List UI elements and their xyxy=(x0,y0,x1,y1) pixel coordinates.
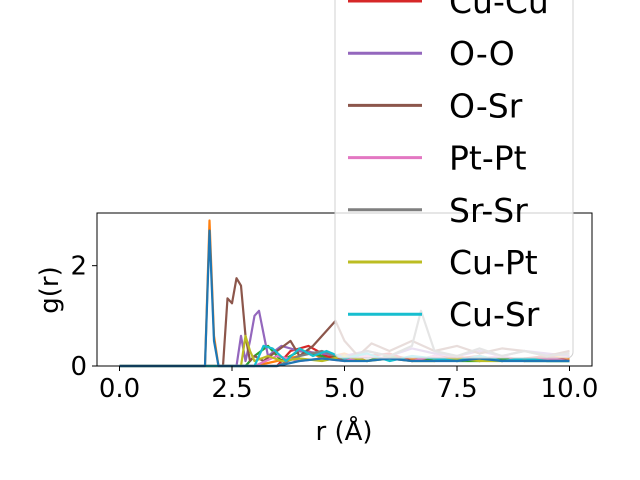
x-tick-label: 5.0 xyxy=(324,374,365,404)
legend-label: Cu-Cu xyxy=(449,0,549,21)
x-tick-label: 0.0 xyxy=(99,374,140,404)
series-line-unnamed-9 xyxy=(119,229,570,368)
legend-label: Cu-Pt xyxy=(449,243,538,282)
x-axis-label: r (Å) xyxy=(315,415,372,447)
legend-label: Sr-Sr xyxy=(449,191,528,230)
y-ticks: 02 xyxy=(70,252,97,382)
legend-label: Cu-Sr xyxy=(449,295,540,334)
x-tick-label: 10.0 xyxy=(541,374,599,404)
x-ticks: 0.0 2.5 5.0 7.5 10.0 xyxy=(99,366,599,404)
legend-box xyxy=(334,0,574,359)
legend-label: O-Sr xyxy=(449,86,523,125)
legend-label: O-O xyxy=(449,34,515,73)
y-tick-label: 0 xyxy=(70,352,87,382)
y-tick-label: 2 xyxy=(70,252,87,282)
x-tick-label: 2.5 xyxy=(211,374,252,404)
legend-label: Pt-Pt xyxy=(449,139,527,178)
legend: Cu-Cu O-O O-Sr Pt-Pt Sr-Sr Cu-Pt Cu-Sr xyxy=(334,0,574,359)
y-axis-label: g(r) xyxy=(35,266,65,313)
x-tick-label: 7.5 xyxy=(436,374,477,404)
